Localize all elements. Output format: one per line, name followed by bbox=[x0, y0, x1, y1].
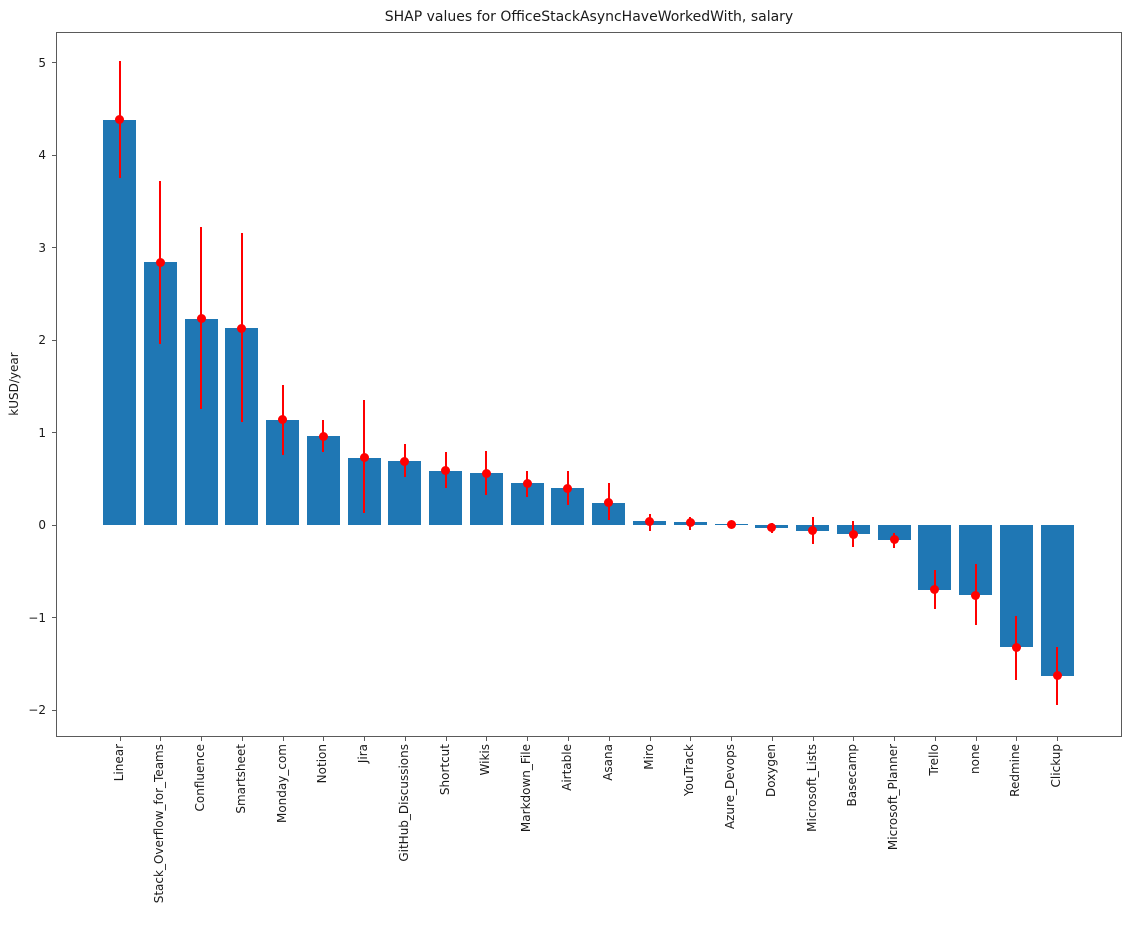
x-tick-label: Asana bbox=[600, 744, 615, 781]
mean-dot bbox=[645, 516, 654, 526]
x-tick-mark bbox=[445, 737, 447, 741]
mean-dot bbox=[400, 456, 410, 466]
x-tick-mark bbox=[404, 737, 406, 741]
mean-dot bbox=[563, 483, 573, 493]
x-tick-label: Microsoft_Planner bbox=[886, 744, 901, 851]
x-tick-mark bbox=[160, 737, 162, 741]
x-tick-label: Markdown_File bbox=[519, 744, 534, 833]
mean-dot bbox=[685, 517, 695, 527]
x-tick-mark bbox=[364, 737, 366, 741]
x-tick-label: Wikis bbox=[478, 744, 493, 776]
x-tick-label: YouTrack bbox=[682, 744, 697, 797]
x-tick-label: Monday_com bbox=[274, 744, 289, 824]
y-tick-mark bbox=[52, 617, 56, 619]
y-tick-label: −1 bbox=[28, 610, 46, 625]
x-tick-mark bbox=[282, 737, 284, 741]
mean-dot bbox=[318, 431, 328, 441]
x-tick-mark bbox=[119, 737, 121, 741]
mean-dot bbox=[115, 115, 124, 125]
y-tick-mark bbox=[52, 247, 56, 249]
mean-dot bbox=[522, 478, 532, 488]
x-tick-mark bbox=[1016, 737, 1018, 741]
x-tick-mark bbox=[608, 737, 610, 741]
x-tick-label: Confluence bbox=[193, 744, 208, 812]
x-tick-label: Jira bbox=[356, 744, 371, 764]
x-tick-label: Stack_Overflow_for_Teams bbox=[152, 744, 167, 904]
mean-dot bbox=[726, 519, 736, 529]
y-tick-label: 1 bbox=[38, 425, 46, 440]
x-tick-mark bbox=[771, 737, 773, 741]
chart-title: SHAP values for OfficeStackAsyncHaveWork… bbox=[384, 9, 794, 25]
mean-dot bbox=[604, 498, 614, 508]
x-tick-mark bbox=[853, 737, 855, 741]
x-tick-label: GitHub_Discussions bbox=[396, 744, 411, 862]
x-tick-label: Microsoft_Lists bbox=[804, 744, 819, 832]
mean-dot bbox=[278, 415, 288, 425]
x-tick-label: Shortcut bbox=[437, 744, 452, 796]
x-tick-label: Basecamp bbox=[845, 744, 860, 807]
mean-dot bbox=[359, 453, 369, 463]
x-tick-mark bbox=[812, 737, 814, 741]
mean-dot bbox=[237, 323, 247, 333]
x-tick-label: Miro bbox=[641, 744, 656, 770]
x-tick-mark bbox=[241, 737, 243, 741]
x-tick-mark bbox=[690, 737, 692, 741]
y-tick-mark bbox=[52, 432, 56, 434]
x-tick-mark bbox=[975, 737, 977, 741]
y-tick-mark bbox=[52, 154, 56, 156]
x-tick-label: Linear bbox=[111, 744, 126, 782]
y-tick-mark bbox=[52, 62, 56, 64]
y-axis-label: kUSD/year bbox=[7, 352, 21, 416]
y-tick-label: 5 bbox=[38, 55, 46, 70]
mean-dot bbox=[155, 257, 165, 267]
x-tick-mark bbox=[894, 737, 896, 741]
x-tick-label: Smartsheet bbox=[233, 744, 248, 814]
y-tick-label: 0 bbox=[38, 518, 46, 533]
x-tick-mark bbox=[1057, 737, 1059, 741]
mean-dot bbox=[808, 526, 818, 536]
x-tick-label: Clickup bbox=[1049, 744, 1064, 788]
mean-dot bbox=[848, 529, 858, 539]
mean-dot bbox=[930, 585, 940, 595]
x-tick-mark bbox=[486, 737, 488, 741]
x-tick-label: Notion bbox=[315, 744, 330, 784]
mean-dot bbox=[767, 523, 777, 533]
x-tick-mark bbox=[731, 737, 733, 741]
mean-dot bbox=[441, 466, 451, 476]
y-tick-label: 3 bbox=[38, 240, 46, 255]
mean-dot bbox=[971, 590, 981, 600]
x-tick-label: Redmine bbox=[1008, 744, 1023, 797]
y-tick-label: 4 bbox=[38, 148, 46, 163]
x-tick-mark bbox=[649, 737, 651, 741]
x-tick-mark bbox=[567, 737, 569, 741]
x-tick-label: Trello bbox=[926, 744, 941, 776]
x-tick-mark bbox=[323, 737, 325, 741]
mean-dot bbox=[481, 468, 491, 478]
y-tick-label: −2 bbox=[28, 703, 46, 718]
bar-Linear bbox=[103, 119, 136, 526]
x-tick-mark bbox=[201, 737, 203, 741]
y-tick-label: 2 bbox=[38, 333, 46, 348]
y-tick-mark bbox=[52, 339, 56, 341]
x-tick-label: none bbox=[967, 744, 982, 774]
mean-dot bbox=[1052, 671, 1062, 681]
x-tick-label: Doxygen bbox=[763, 744, 778, 798]
x-tick-mark bbox=[934, 737, 936, 741]
y-tick-mark bbox=[52, 709, 56, 711]
x-tick-mark bbox=[527, 737, 529, 741]
x-tick-label: Azure_Devops bbox=[723, 744, 738, 830]
mean-dot bbox=[1011, 642, 1021, 652]
bar-Microsoft_Planner bbox=[877, 525, 911, 540]
mean-dot bbox=[196, 314, 206, 324]
y-tick-mark bbox=[52, 524, 56, 526]
x-tick-label: Airtable bbox=[560, 744, 575, 791]
mean-dot bbox=[889, 535, 899, 545]
